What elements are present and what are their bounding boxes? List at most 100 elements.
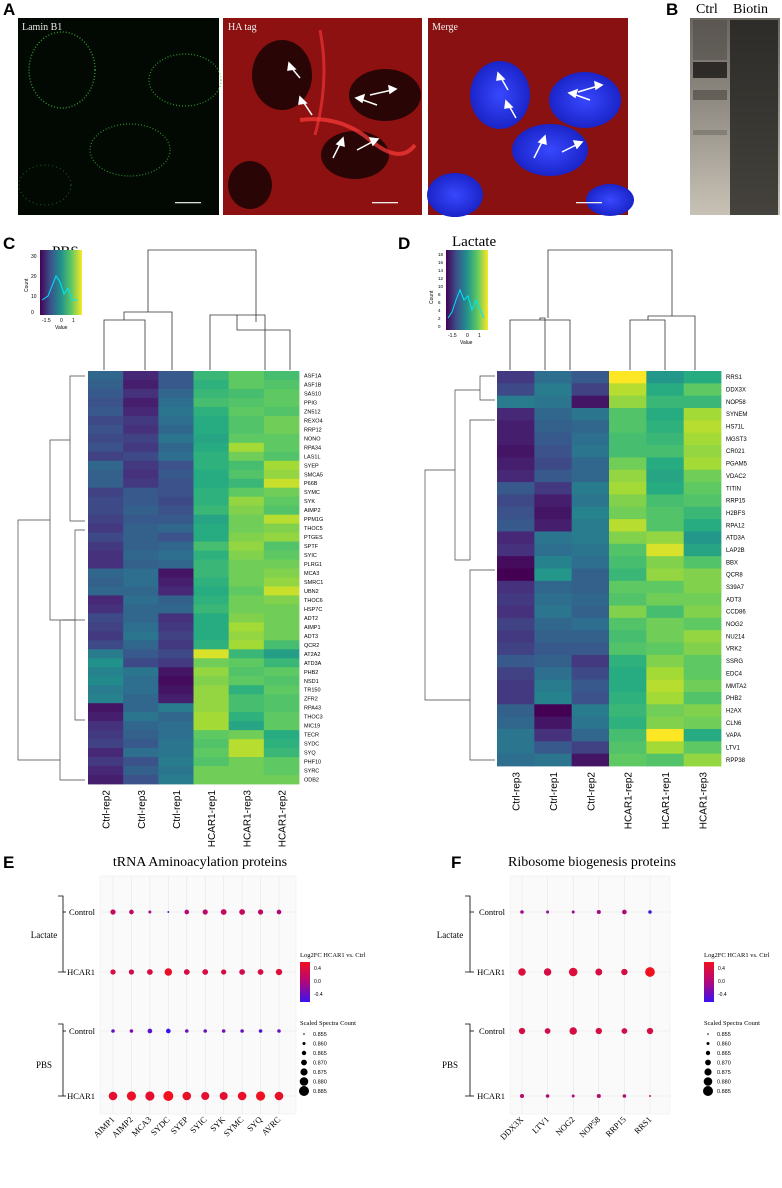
dotplot-point bbox=[571, 1094, 575, 1098]
heatmap-cell bbox=[683, 408, 722, 421]
heatmap-cell bbox=[263, 658, 300, 668]
heatmap-col-label: Ctrl-rep2 bbox=[102, 790, 113, 829]
heatmap-cell bbox=[88, 595, 124, 605]
size-legend-dot bbox=[302, 1042, 306, 1045]
heatmap-cell bbox=[123, 406, 159, 417]
heatmap-row-label: SYMC bbox=[304, 490, 320, 496]
heatmap-cell bbox=[683, 531, 722, 545]
dotplot-point bbox=[571, 910, 575, 914]
heatmap-cell bbox=[123, 613, 159, 623]
heatmap-cell bbox=[609, 580, 647, 594]
heatmap-title-lactate: Lactate bbox=[452, 234, 496, 250]
heatmap-cell bbox=[534, 420, 573, 434]
heatmap-cell bbox=[88, 586, 124, 596]
heatmap-cell bbox=[158, 622, 194, 632]
heatmap-cell bbox=[88, 775, 124, 785]
heatmap-cell bbox=[193, 442, 230, 453]
heatmap-cell bbox=[123, 415, 159, 426]
heatmap-row-label: CR021 bbox=[726, 449, 745, 455]
color-legend-tick: 0.0 bbox=[718, 979, 725, 985]
size-legend-f: Scaled Spectra Count 0.855 0.860 0.865 0.87… bbox=[703, 1020, 760, 1096]
group-label-lactate: Lactate bbox=[31, 930, 57, 940]
heatmap-cell bbox=[158, 775, 194, 785]
heatmap-row-label: PHF10 bbox=[304, 760, 321, 766]
heatmap-cell bbox=[228, 649, 265, 659]
heatmap-cell bbox=[88, 523, 124, 534]
heatmap-cell bbox=[683, 605, 722, 619]
heatmap-cell bbox=[123, 712, 159, 722]
heatmap-cell bbox=[193, 739, 230, 749]
heatmap-cell bbox=[88, 397, 124, 408]
heatmap-cell bbox=[571, 531, 610, 545]
key-tick-y: 12 bbox=[438, 276, 444, 281]
heatmap-cell bbox=[646, 457, 685, 471]
heatmap-cell bbox=[263, 559, 300, 569]
heatmap-cell bbox=[263, 631, 300, 641]
dotplot-point bbox=[518, 1027, 526, 1035]
dotplot-x-label: DDX3X bbox=[498, 1114, 525, 1141]
dotplot-point bbox=[110, 909, 116, 915]
dotplot-point bbox=[595, 968, 603, 976]
heatmap-row-label: QCR8 bbox=[726, 573, 743, 579]
heatmap-cell bbox=[88, 532, 124, 542]
heatmap-cell bbox=[228, 739, 265, 749]
heatmap-cell bbox=[263, 721, 300, 731]
dotplot-point bbox=[239, 969, 246, 975]
heatmap-row-label: ZFR2 bbox=[304, 697, 318, 703]
heatmap-cell bbox=[571, 457, 610, 471]
heatmap-cell bbox=[609, 543, 647, 557]
dotplot-point bbox=[569, 1027, 577, 1035]
heatmap-cell bbox=[646, 494, 685, 508]
size-legend-dot bbox=[300, 1068, 308, 1076]
heatmap-cell bbox=[228, 424, 265, 435]
heatmap-cell bbox=[263, 649, 300, 659]
dotplot-point bbox=[257, 969, 264, 975]
key-tick-y: 0 bbox=[438, 324, 441, 329]
heatmap-row-label: ADT3 bbox=[726, 597, 742, 603]
heatmap-cell bbox=[263, 766, 300, 776]
heatmap-cell bbox=[534, 408, 573, 421]
heatmap-cell bbox=[571, 741, 610, 755]
heatmap-cell bbox=[228, 631, 265, 641]
heatmap-row-label: AIMP1 bbox=[304, 625, 321, 631]
heatmap-cell bbox=[88, 757, 124, 767]
heatmap-row-label: ODB2 bbox=[304, 778, 319, 784]
heatmap-cell bbox=[646, 741, 685, 755]
size-legend-label: 0.870 bbox=[313, 1061, 327, 1067]
heatmap-cell bbox=[158, 550, 194, 560]
heatmap-cell bbox=[571, 383, 610, 397]
heatmap-row-label: ZN512 bbox=[304, 409, 321, 415]
heatmap-cell bbox=[263, 371, 300, 381]
size-legend-label: 0.880 bbox=[313, 1080, 327, 1086]
key-tick-y: 10 bbox=[438, 284, 444, 289]
heatmap-cell bbox=[646, 630, 685, 643]
dotplot-x-label: SYMC bbox=[221, 1114, 245, 1138]
heatmap-cell bbox=[497, 556, 535, 569]
heatmap-cell bbox=[534, 654, 573, 668]
heatmap-cell bbox=[123, 505, 159, 516]
heatmap-cell bbox=[683, 543, 722, 557]
size-legend-dot bbox=[703, 1077, 713, 1086]
heatmap-cell bbox=[228, 541, 265, 551]
heatmap-cell bbox=[263, 433, 300, 444]
heatmap-cell bbox=[193, 667, 230, 677]
heatmap-row-label: EDC4 bbox=[726, 671, 743, 677]
heatmap-cell bbox=[228, 523, 265, 534]
heatmap-cell bbox=[534, 593, 573, 606]
heatmap-cell bbox=[193, 694, 230, 704]
size-legend-dot bbox=[704, 1068, 712, 1076]
heatmap-row-label: RPA43 bbox=[304, 706, 321, 712]
heatmap-cell bbox=[683, 383, 722, 397]
heatmap-cell bbox=[571, 420, 610, 434]
heatmap-cell bbox=[228, 406, 265, 417]
key-ylabel: Count bbox=[24, 278, 30, 292]
heatmap-cell bbox=[646, 568, 685, 582]
heatmap-cell bbox=[609, 383, 647, 397]
heatmap-row-label: MGST3 bbox=[726, 437, 747, 443]
heatmap-cell bbox=[123, 379, 159, 390]
size-legend-label: 0.860 bbox=[313, 1042, 327, 1048]
heatmap-row-labels-lactate: RRS1 DDX3X NOP58 SYNEM HS71L MGST3 CR021 PGAM5 V… bbox=[726, 375, 748, 764]
heatmap-cell bbox=[683, 642, 722, 656]
blot-label-ctrl: Ctrl bbox=[696, 2, 718, 17]
micrograph-label-lamin: Lamin B1 bbox=[22, 22, 62, 33]
